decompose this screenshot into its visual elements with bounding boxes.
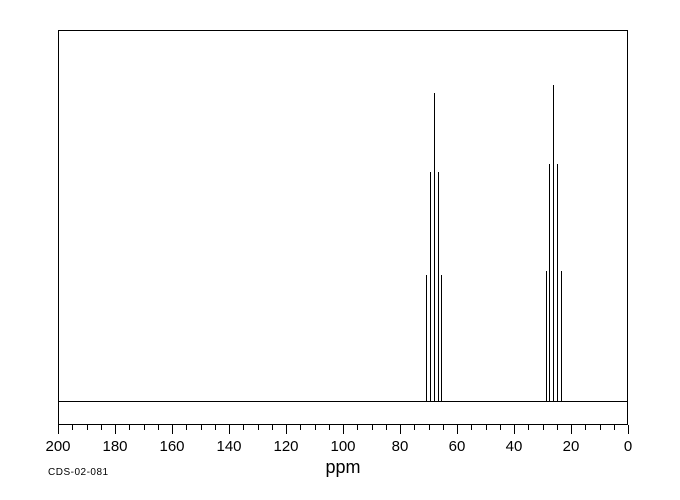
minor-tick xyxy=(585,425,586,430)
peak-line xyxy=(434,93,435,401)
minor-tick xyxy=(315,425,316,430)
minor-tick xyxy=(158,425,159,430)
major-tick xyxy=(400,425,401,434)
plot-frame xyxy=(58,30,628,425)
tick-label: 180 xyxy=(102,438,127,455)
major-tick xyxy=(628,425,629,434)
tick-label: 100 xyxy=(330,438,355,455)
tick-label: 0 xyxy=(624,438,632,455)
major-tick xyxy=(343,425,344,434)
minor-tick xyxy=(600,425,601,430)
peak-line xyxy=(549,164,550,401)
major-tick xyxy=(571,425,572,434)
minor-tick xyxy=(614,425,615,430)
minor-tick xyxy=(486,425,487,430)
minor-tick xyxy=(543,425,544,430)
minor-tick xyxy=(243,425,244,430)
minor-tick xyxy=(72,425,73,430)
peak-line xyxy=(561,271,562,401)
minor-tick xyxy=(372,425,373,430)
minor-tick xyxy=(471,425,472,430)
minor-tick xyxy=(329,425,330,430)
peak-line xyxy=(426,275,427,401)
minor-tick xyxy=(201,425,202,430)
major-tick xyxy=(457,425,458,434)
minor-tick xyxy=(528,425,529,430)
minor-tick xyxy=(144,425,145,430)
peak-line xyxy=(438,172,439,401)
minor-tick xyxy=(386,425,387,430)
major-tick xyxy=(229,425,230,434)
minor-tick xyxy=(300,425,301,430)
tick-label: 60 xyxy=(449,438,466,455)
minor-tick xyxy=(443,425,444,430)
tick-label: 20 xyxy=(563,438,580,455)
minor-tick xyxy=(357,425,358,430)
tick-label: 40 xyxy=(506,438,523,455)
minor-tick xyxy=(414,425,415,430)
minor-tick xyxy=(272,425,273,430)
peak-line xyxy=(557,164,558,401)
major-tick xyxy=(58,425,59,434)
major-tick xyxy=(115,425,116,434)
x-axis-label: ppm xyxy=(325,457,360,478)
minor-tick xyxy=(429,425,430,430)
peak-line xyxy=(441,275,442,401)
footer-code: CDS-02-081 xyxy=(48,467,109,478)
major-tick xyxy=(286,425,287,434)
minor-tick xyxy=(129,425,130,430)
tick-label: 200 xyxy=(45,438,70,455)
tick-label: 140 xyxy=(216,438,241,455)
tick-label: 160 xyxy=(159,438,184,455)
minor-tick xyxy=(186,425,187,430)
minor-tick xyxy=(557,425,558,430)
minor-tick xyxy=(258,425,259,430)
major-tick xyxy=(514,425,515,434)
minor-tick xyxy=(101,425,102,430)
tick-label: 80 xyxy=(392,438,409,455)
minor-tick xyxy=(87,425,88,430)
tick-label: 120 xyxy=(273,438,298,455)
minor-tick xyxy=(500,425,501,430)
major-tick xyxy=(172,425,173,434)
peak-line xyxy=(546,271,547,401)
minor-tick xyxy=(215,425,216,430)
peak-line xyxy=(553,85,554,401)
baseline xyxy=(58,401,628,402)
peak-line xyxy=(430,172,431,401)
spectrum-container: 0 20 40 60 80 100 120 140 160 180 200 ppm CDS-02-0… xyxy=(0,0,680,500)
